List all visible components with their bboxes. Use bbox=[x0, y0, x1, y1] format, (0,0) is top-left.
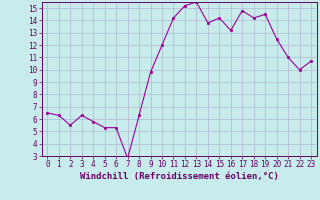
X-axis label: Windchill (Refroidissement éolien,°C): Windchill (Refroidissement éolien,°C) bbox=[80, 172, 279, 181]
